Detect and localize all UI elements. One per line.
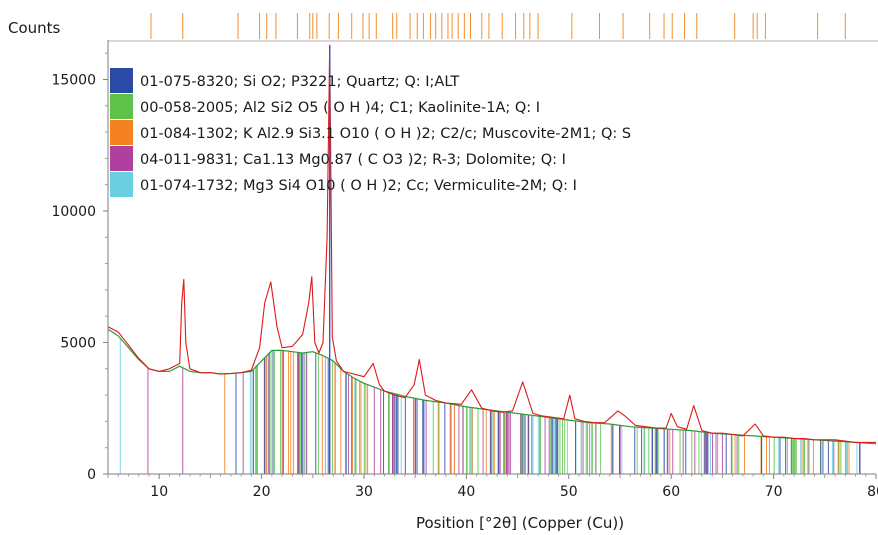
legend-swatch [110,146,133,171]
data-series [107,44,877,474]
y-tick-label: 0 [87,467,96,483]
y-tick-label: 10000 [51,204,96,220]
y-tick-label: 5000 [60,335,96,351]
x-tick-label: 60 [662,484,680,500]
legend-swatch [110,94,133,119]
legend-label: 01-075-8320; Si O2; P3221; Quartz; Q: I;… [140,74,459,90]
reference-stick-lines [119,338,861,474]
legend-label: 01-074-1732; Mg3 Si4 O10 ( O H )2; Cc; V… [140,178,577,194]
legend: 01-075-8320; Si O2; P3221; Quartz; Q: I;… [110,68,631,197]
x-axis-title: Position [°2θ] (Copper (Cu)) [416,514,624,532]
legend-label: 01-084-1302; K Al2.9 Si3.1 O10 ( O H )2;… [140,126,631,142]
x-tick-label: 20 [253,484,271,500]
x-tick-label: 40 [457,484,475,500]
x-tick-label: 30 [355,484,373,500]
observed-pattern-line [107,44,876,443]
x-tick-label: 50 [560,484,578,500]
y-axis-ticks: 0 5000 10000 15000 [51,52,108,483]
y-tick-label: 15000 [51,72,96,88]
calculated-profile-line [107,328,877,445]
legend-label: 04-011-9831; Ca1.13 Mg0.87 ( C O3 )2; R-… [140,152,566,168]
legend-swatch [110,120,133,145]
legend-label: 00-058-2005; Al2 Si2 O5 ( O H )4; C1; Ka… [140,100,540,116]
x-axis-ticks: 10 20 30 40 50 60 70 80 [107,474,878,500]
top-reference-ticks [150,13,846,39]
legend-swatch [110,172,133,197]
y-axis-title: Counts [8,19,61,37]
plot-frame [107,40,876,475]
x-tick-label: 10 [150,484,168,500]
legend-swatch [110,68,133,93]
x-tick-label: 70 [765,484,783,500]
x-tick-label: 80 [867,484,878,500]
